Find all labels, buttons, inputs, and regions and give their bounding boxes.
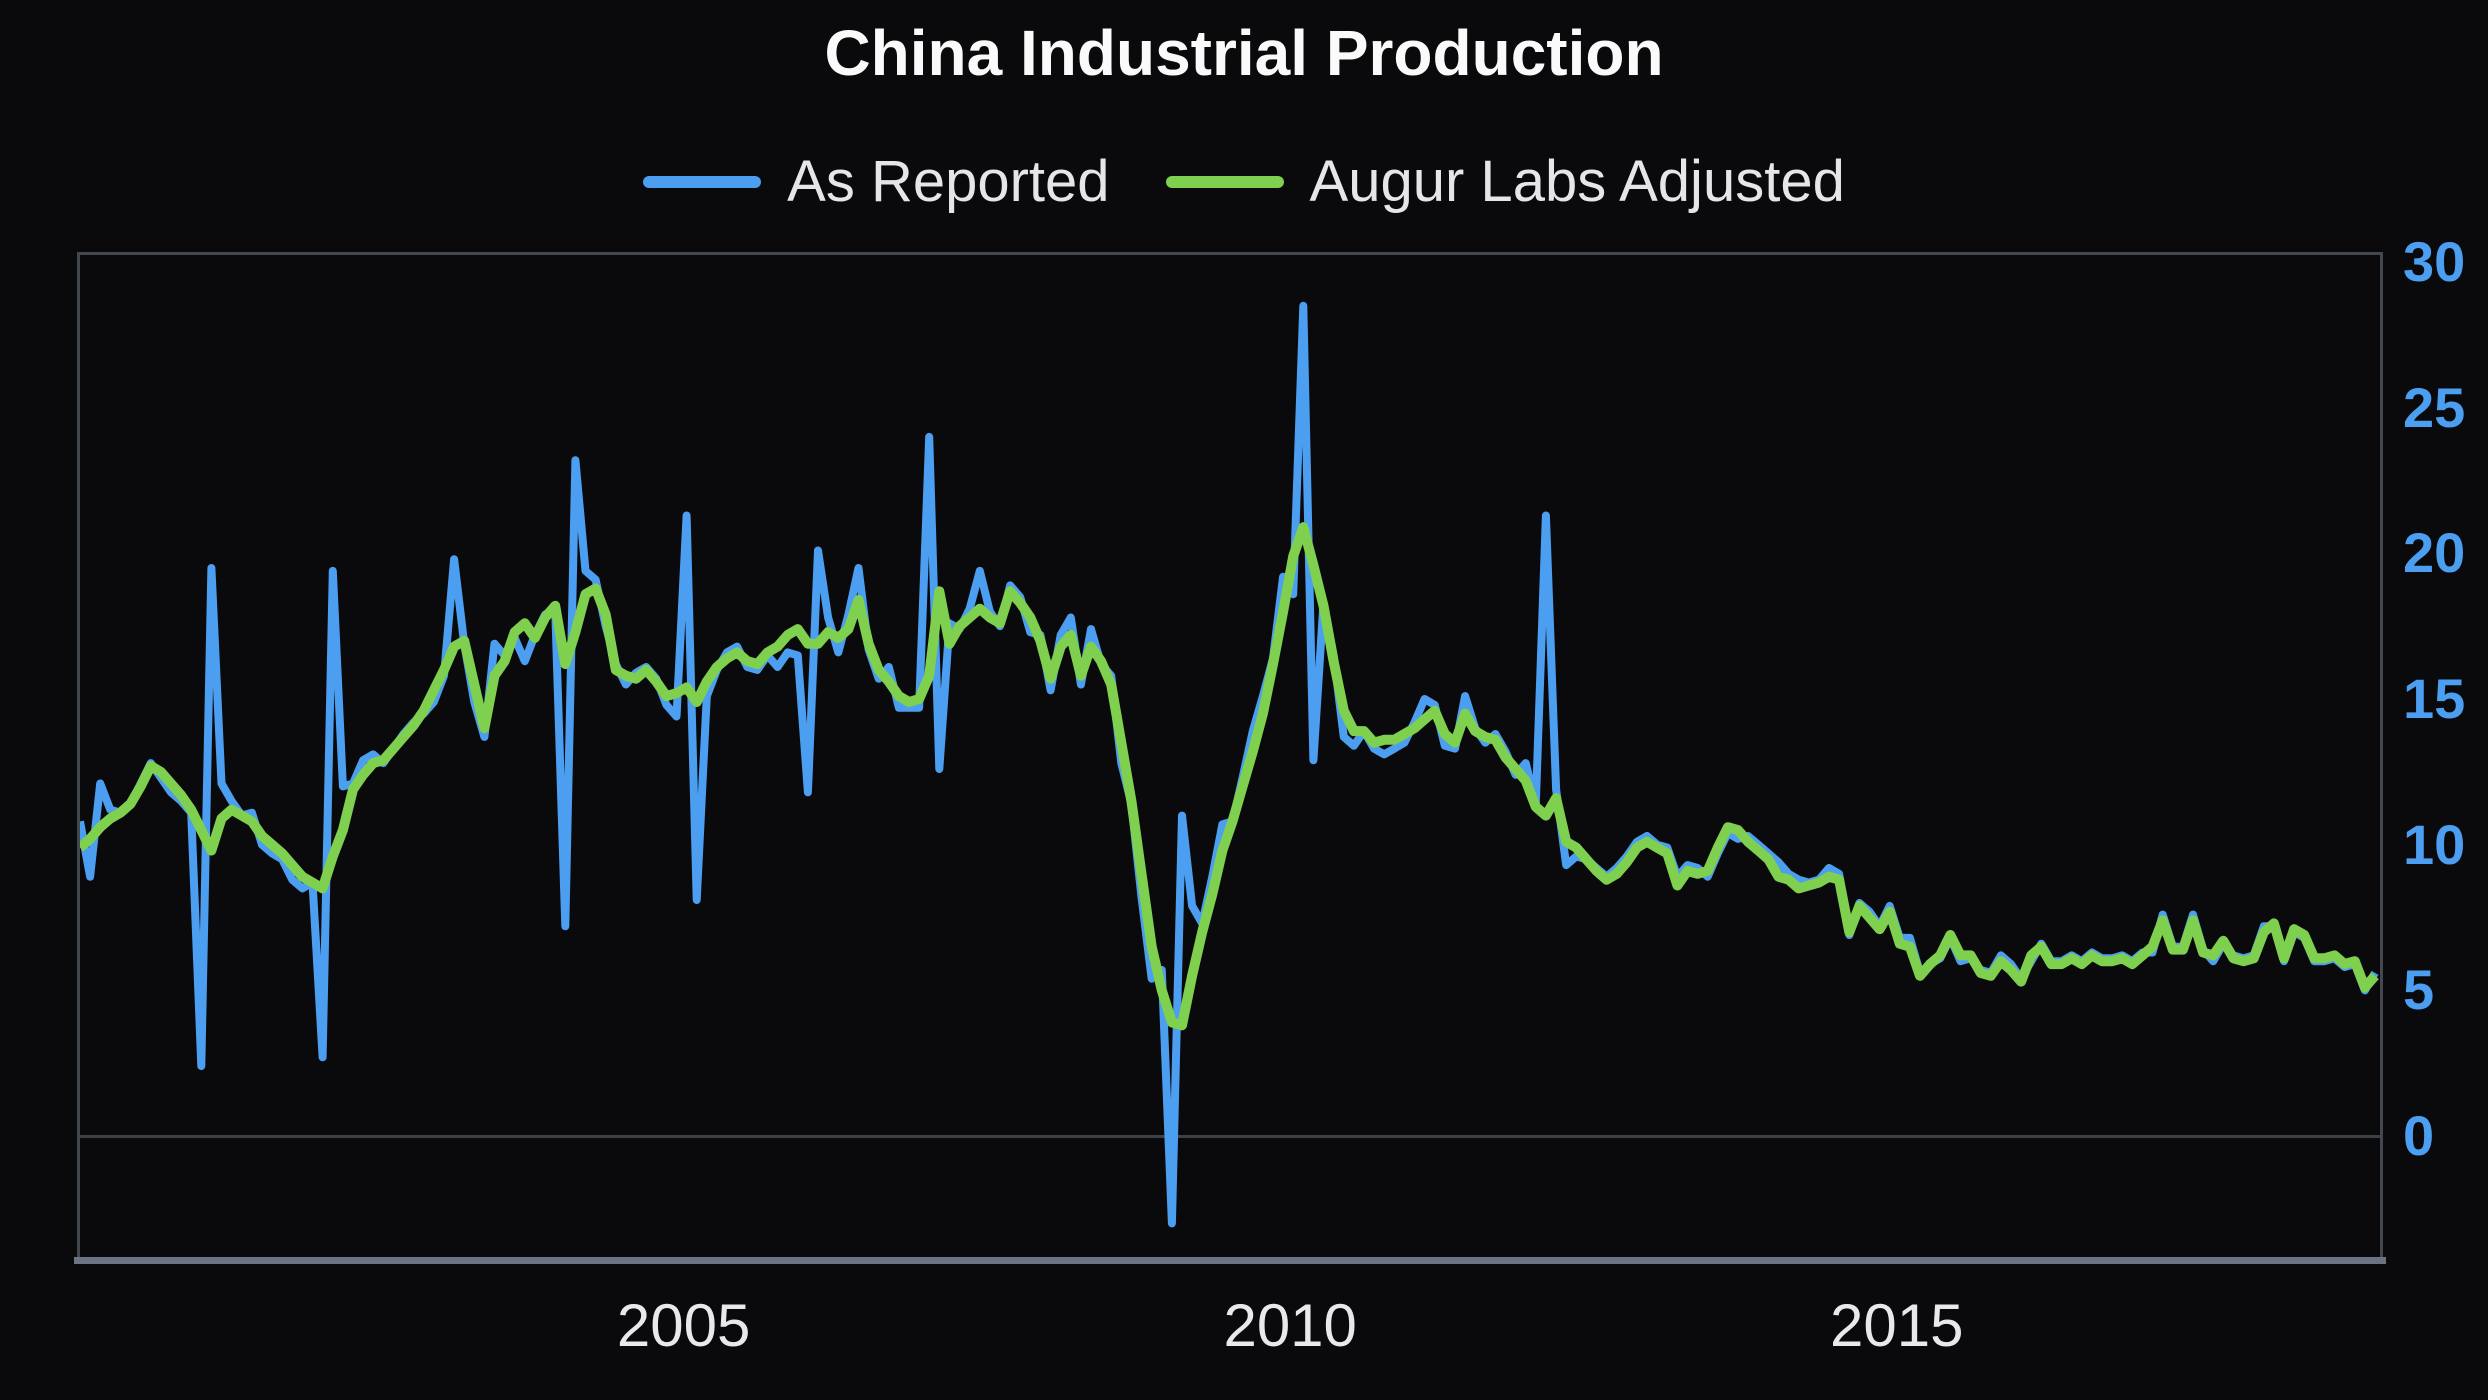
x-tick-label: 2015 [1830,1292,1964,1359]
line-chart-svg [80,301,2379,1228]
y-tick-label: 0 [2403,1104,2435,1167]
y-tick-label: 30 [2403,230,2466,294]
plot-area [77,252,2383,1260]
x-axis-line [74,1257,2386,1264]
y-axis-tick-labels: 0 5 10 15 20 25 30 [2403,234,2488,1260]
x-tick-label: 2005 [616,1292,751,1359]
y-tick-label: 25 [2403,375,2466,439]
y-tick-label: 5 [2403,958,2435,1022]
y-tick-label: 20 [2403,521,2466,585]
legend-swatch-blue-line-icon [643,175,762,188]
y-tick-label: 10 [2403,812,2466,876]
legend-label-adjusted: Augur Labs Adjusted [1309,149,1845,214]
zero-gridline [80,1135,2380,1138]
legend-label-as-reported: As Reported [787,149,1110,214]
chart-title: China Industrial Production [824,17,1664,89]
legend-item-as-reported: As Reported [643,148,1110,215]
series-line-augur-labs-adjusted [80,522,2379,1031]
legend: As Reported Augur Labs Adjusted [0,148,2488,215]
legend-item-adjusted: Augur Labs Adjusted [1165,148,1845,215]
x-tick-label: 2010 [1223,1292,1357,1359]
x-axis-tick-labels: 2005 2010 2015 [0,1296,2488,1376]
series-line-as-reported [80,301,2379,1228]
y-tick-label: 15 [2403,667,2466,731]
legend-swatch-green-line-icon [1165,175,1284,188]
